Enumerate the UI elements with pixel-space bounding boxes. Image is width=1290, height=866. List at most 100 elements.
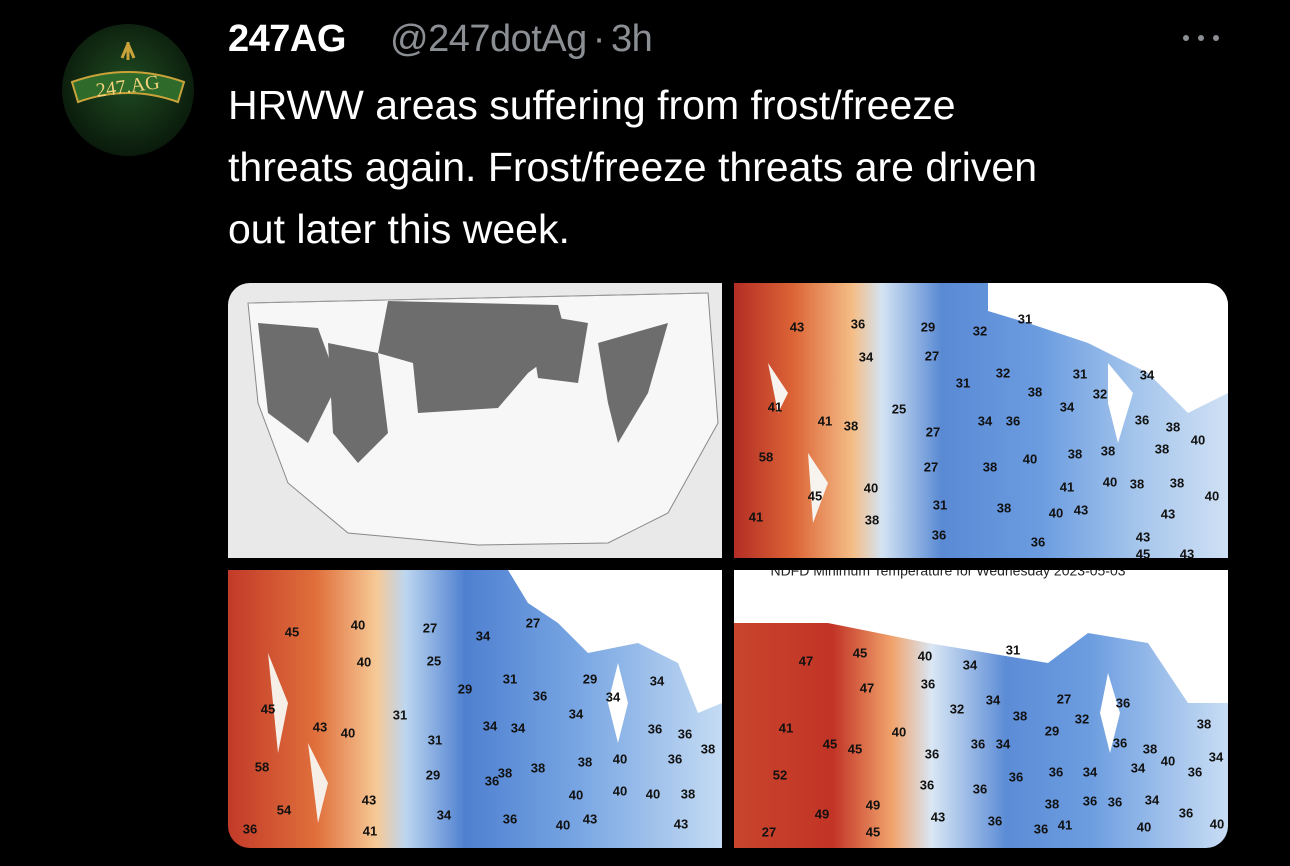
temperature-label: 25 (427, 653, 441, 668)
temperature-label: 34 (483, 718, 498, 733)
temperature-label: 36 (1113, 735, 1127, 750)
temperature-label: 40 (1210, 816, 1224, 831)
temperature-label: 38 (1045, 796, 1059, 811)
temperature-label: 34 (511, 720, 526, 735)
temperature-label: 36 (1009, 769, 1023, 784)
temperature-label: 43 (362, 792, 376, 807)
temperature-label: 40 (1103, 474, 1117, 489)
temperature-label: 45 (866, 824, 880, 839)
temperature-label: 29 (426, 767, 440, 782)
temperature-label: 34 (437, 807, 452, 822)
temperature-label: 43 (1136, 529, 1150, 544)
avatar-banner (70, 71, 186, 104)
temperature-label: 36 (920, 777, 934, 792)
temperature-label: 27 (762, 824, 776, 839)
time[interactable]: 3h (610, 18, 653, 60)
temperature-label: 38 (1166, 419, 1180, 434)
temperature-label: 40 (613, 783, 627, 798)
temperature-label: 34 (1060, 399, 1075, 414)
temperature-label: 41 (749, 509, 763, 524)
temperature-label: 36 (925, 746, 939, 761)
temperature-label: 31 (1018, 311, 1032, 326)
temperature-label: 32 (950, 701, 964, 716)
temperature-label: 34 (1131, 760, 1146, 775)
temperature-label: 36 (973, 781, 987, 796)
temperature-label: 38 (578, 754, 592, 769)
temperature-label: 43 (1074, 502, 1088, 517)
temperature-label: 34 (1083, 764, 1098, 779)
temperature-label: 36 (988, 813, 1002, 828)
temperature-label: 45 (1136, 546, 1150, 561)
temperature-label: 52 (773, 767, 787, 782)
temperature-label: 43 (583, 811, 597, 826)
temperature-label: 38 (498, 765, 512, 780)
temperature-label: 38 (1170, 475, 1184, 490)
temperature-label: 45 (823, 736, 837, 751)
temperature-label: 27 (423, 620, 437, 635)
temperature-label: 45 (853, 645, 867, 660)
temperature-label: 32 (973, 323, 987, 338)
tweet-text: threats again. Frost/freeze threats are … (228, 144, 1038, 190)
temperature-label: 36 (1031, 534, 1045, 549)
temperature-label: 49 (815, 806, 829, 821)
temperature-label: 36 (648, 721, 662, 736)
temperature-label: 31 (956, 375, 970, 390)
temperature-label: 38 (681, 786, 695, 801)
temperature-label: 36 (668, 751, 682, 766)
temperature-label: 32 (1093, 386, 1107, 401)
temperature-label: 36 (1108, 794, 1122, 809)
temperature-label: 40 (892, 724, 906, 739)
temperature-label: 36 (1179, 805, 1193, 820)
tweet-text: out later this week. (228, 206, 570, 252)
temperature-label: 40 (569, 787, 583, 802)
temperature-label: 41 (1058, 817, 1072, 832)
temperature-label: 41 (768, 399, 782, 414)
temperature-label: 45 (261, 701, 275, 716)
temperature-label: 40 (1137, 819, 1151, 834)
temperature-label: 40 (1205, 488, 1219, 503)
temperature-label: 40 (646, 786, 660, 801)
temperature-label: 27 (924, 459, 938, 474)
temperature-label: 36 (485, 773, 499, 788)
temperature-label: 29 (1045, 723, 1059, 738)
avatar[interactable]: 247.AG (28, 0, 228, 190)
handle[interactable]: @247dotAg (390, 18, 587, 60)
temperature-label: 40 (613, 751, 627, 766)
temperature-label: 41 (363, 823, 377, 838)
temperature-label: 40 (1049, 505, 1063, 520)
display-name[interactable]: 247AG (228, 18, 346, 60)
temperature-label: 58 (255, 759, 269, 774)
temperature-label: 36 (678, 726, 692, 741)
temperature-label: 36 (503, 811, 517, 826)
temperature-label: 45 (285, 624, 299, 639)
temperature-label: 29 (458, 681, 472, 696)
temperature-label: 38 (865, 512, 879, 527)
temperature-label: 34 (1140, 367, 1155, 382)
temperature-label: 40 (351, 617, 365, 632)
temperature-label: 34 (476, 628, 491, 643)
temperature-label: 36 (1188, 764, 1202, 779)
media-grid[interactable]: NDFD Minimum Temperature for Wednesday 2… (228, 283, 1228, 848)
temperature-label: 38 (997, 500, 1011, 515)
temperature-label: 36 (1034, 821, 1048, 836)
temperature-label: 34 (569, 706, 584, 721)
temperature-label: 38 (844, 418, 858, 433)
map-caption: NDFD Minimum Temperature for Wednesday 2… (770, 563, 1125, 579)
temperature-label: 38 (1197, 716, 1211, 731)
temperature-map: NDFD Minimum Temperature for Wednesday 2… (734, 563, 1228, 848)
temperature-label: 40 (556, 817, 570, 832)
temperature-map (228, 570, 722, 848)
temperature-label: 32 (996, 365, 1010, 380)
temperature-label: 36 (1006, 413, 1020, 428)
temperature-label: 38 (1130, 476, 1144, 491)
temperature-label: 40 (1023, 451, 1037, 466)
temperature-label: 29 (921, 319, 935, 334)
temperature-label: 43 (790, 319, 804, 334)
temperature-label: 41 (779, 720, 793, 735)
temperature-label: 38 (1155, 441, 1169, 456)
temperature-label: 45 (808, 488, 822, 503)
temperature-label: 31 (428, 732, 442, 747)
more-button[interactable] (1178, 28, 1228, 48)
temperature-label: 43 (1180, 546, 1194, 561)
temperature-label: 41 (818, 413, 832, 428)
